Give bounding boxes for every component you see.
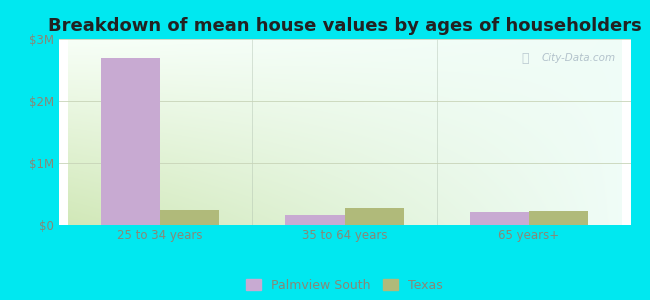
Bar [160,210,219,225]
Bar [285,215,345,225]
Text: City-Data.com: City-Data.com [542,53,616,63]
Bar [470,212,529,225]
Text: ⦾: ⦾ [521,52,528,65]
Bar [529,211,588,225]
Title: Breakdown of mean house values by ages of householders: Breakdown of mean house values by ages o… [47,17,642,35]
Bar [344,208,404,225]
Legend: Palmview South, Texas: Palmview South, Texas [241,274,448,297]
Bar [101,58,160,225]
